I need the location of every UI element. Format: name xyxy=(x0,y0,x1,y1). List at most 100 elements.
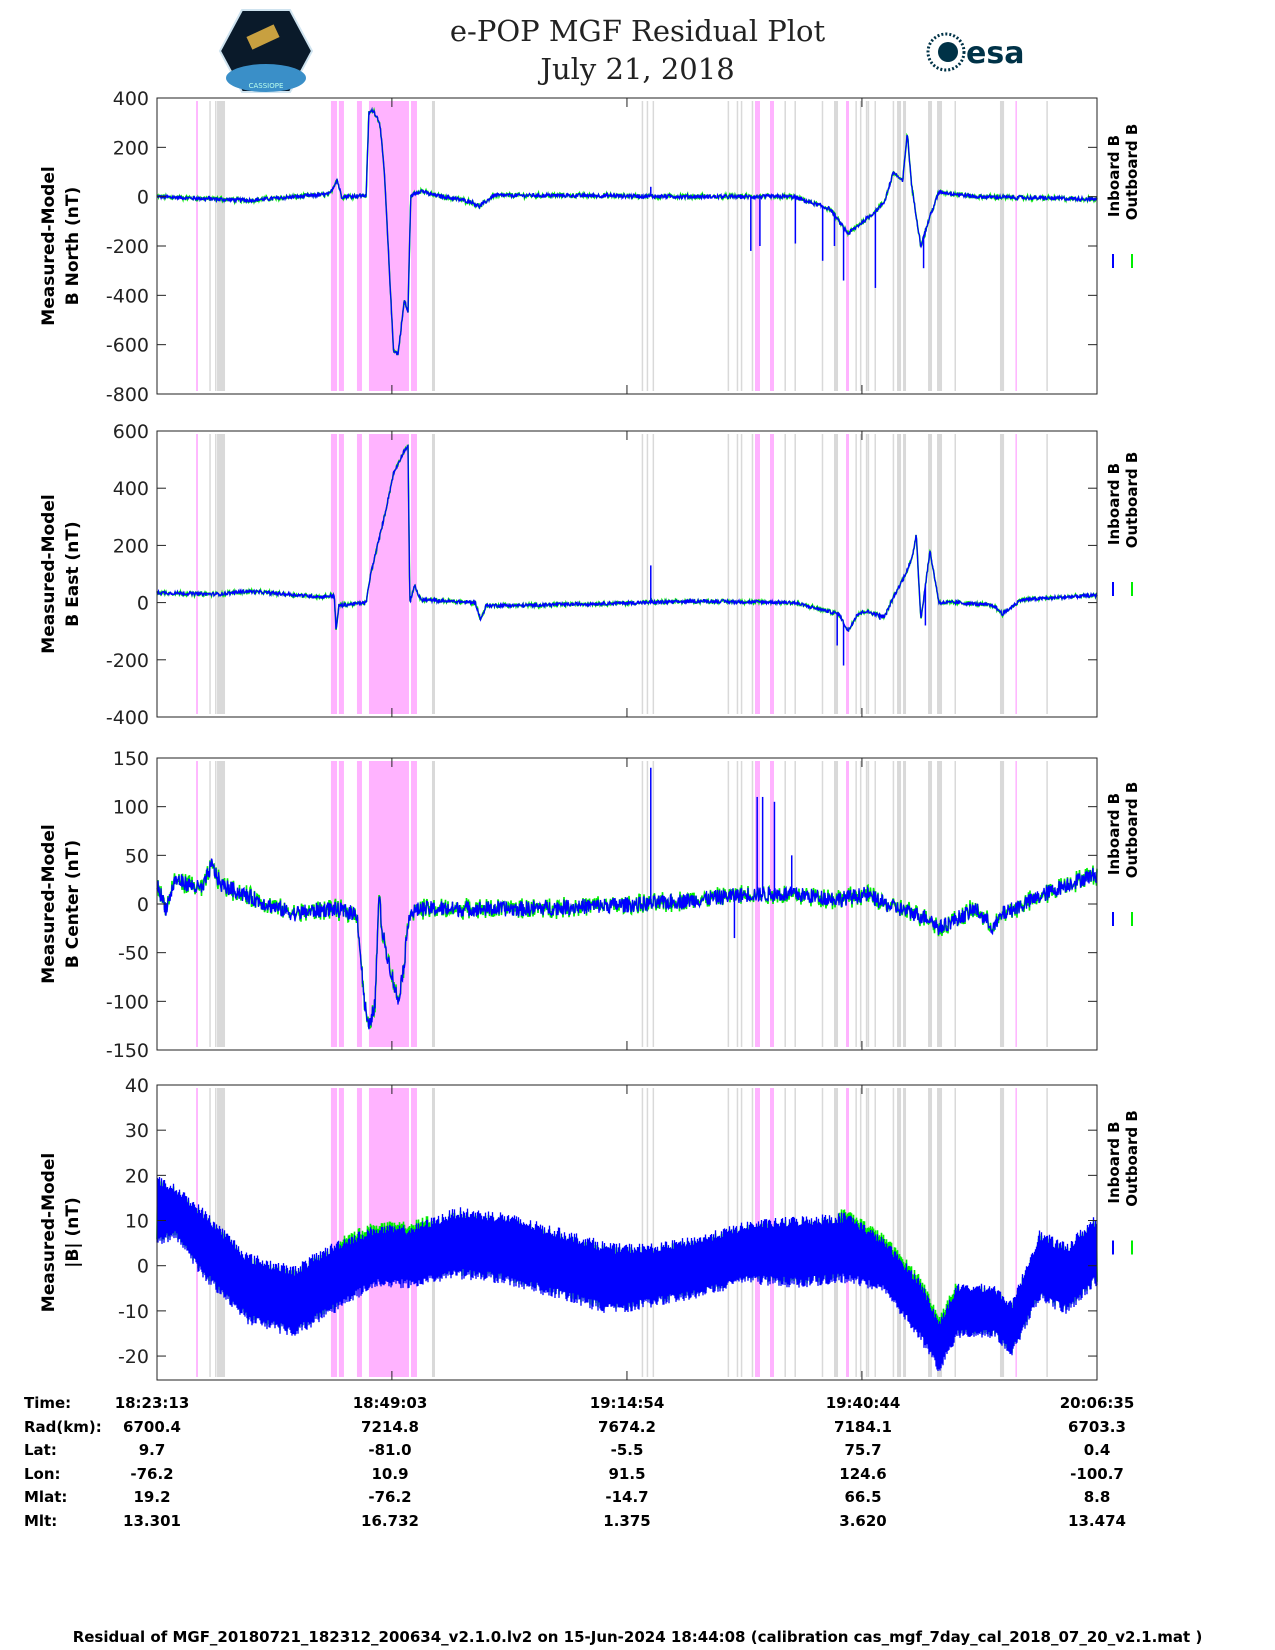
pink-flag-band xyxy=(338,434,344,714)
grey-flag-band xyxy=(859,101,862,391)
table-row-label: Lon: xyxy=(24,1465,61,1483)
grey-flag-band xyxy=(641,1088,644,1377)
table-cell: 6700.4 xyxy=(123,1418,181,1436)
y-tick-label: -400 xyxy=(106,707,149,729)
grey-flag-band xyxy=(867,101,870,391)
pink-flag-band xyxy=(754,761,760,1047)
table-cell: 19.2 xyxy=(133,1488,171,1506)
pink-flag-band xyxy=(330,101,338,391)
y-tick-label: 10 xyxy=(125,1211,149,1233)
y-tick-label: -100 xyxy=(106,991,149,1013)
grey-flag-band xyxy=(928,434,933,714)
grey-flag-band xyxy=(794,101,796,391)
legend-outboard-label: Outboard B xyxy=(1123,782,1141,879)
grey-flag-band xyxy=(736,1088,739,1377)
table-cell: 3.620 xyxy=(839,1512,887,1530)
pink-flag-band xyxy=(410,434,417,714)
table-cell: -5.5 xyxy=(610,1441,644,1459)
pink-flag-band xyxy=(196,434,198,714)
y-tick-label: 200 xyxy=(113,535,149,557)
grey-flag-band xyxy=(834,434,839,714)
grey-flag-band xyxy=(867,434,870,714)
grey-flag-band xyxy=(892,761,895,1047)
time-tick-label: 18:49:03 xyxy=(352,1394,428,1412)
y-tick-label: -20 xyxy=(118,1346,149,1368)
grey-flag-band xyxy=(999,434,1005,714)
table-cell: 13.301 xyxy=(123,1512,181,1530)
inboard-b-line xyxy=(156,1176,1098,1372)
pink-flag-band xyxy=(754,101,760,391)
legend-inboard-label: Inboard B xyxy=(1105,135,1123,217)
grey-flag-band xyxy=(1046,434,1048,714)
grey-flag-band xyxy=(740,761,743,1047)
y-tick-label: 20 xyxy=(125,1165,149,1187)
grey-flag-band xyxy=(784,761,786,1047)
table-cell: 16.732 xyxy=(361,1512,419,1530)
grey-flag-band xyxy=(431,434,435,714)
grey-flag-band xyxy=(928,101,933,391)
y-axis-label: Measured-Model xyxy=(39,494,59,653)
chart-subtitle-date: July 21, 2018 xyxy=(540,52,735,86)
grey-flag-band xyxy=(209,101,211,391)
y-axis-label: Measured-Model xyxy=(39,166,59,325)
grey-flag-band xyxy=(954,1088,957,1377)
grey-flag-band xyxy=(736,761,739,1047)
grey-flag-band xyxy=(794,761,796,1047)
table-cell: -76.2 xyxy=(130,1465,174,1483)
grey-flag-band xyxy=(999,761,1005,1047)
grey-flag-band xyxy=(903,1088,907,1377)
legend-inboard-label: Inboard B xyxy=(1105,793,1123,875)
grey-flag-band xyxy=(954,761,957,1047)
y-axis-label: B East (nT) xyxy=(63,521,83,626)
grey-flag-band xyxy=(209,761,211,1047)
grey-flag-band xyxy=(215,434,217,714)
table-cell: -76.2 xyxy=(368,1488,412,1506)
table-row-label: Mlt: xyxy=(24,1512,58,1530)
grey-flag-band xyxy=(794,434,796,714)
y-axis-label: B North (nT) xyxy=(63,187,83,306)
legend-inboard-label: Inboard B xyxy=(1105,1121,1123,1203)
grey-flag-band xyxy=(897,1088,902,1377)
grey-flag-band xyxy=(431,101,435,391)
grey-flag-band xyxy=(865,761,868,1047)
grey-flag-band xyxy=(751,434,754,714)
y-axis-label: |B| (nT) xyxy=(63,1197,83,1268)
grey-flag-band xyxy=(740,101,743,391)
grey-flag-band xyxy=(784,101,786,391)
grey-flag-band xyxy=(751,101,754,391)
grey-flag-band xyxy=(999,1088,1005,1377)
table-cell: 7184.1 xyxy=(834,1418,892,1436)
table-cell: 1.375 xyxy=(603,1512,651,1530)
y-axis-label: Measured-Model xyxy=(39,824,59,983)
pink-flag-band xyxy=(356,761,362,1047)
pink-flag-band xyxy=(196,761,198,1047)
pink-flag-band xyxy=(846,101,850,391)
legend-outboard-label: Outboard B xyxy=(1123,1110,1141,1207)
y-tick-label: -600 xyxy=(106,335,149,357)
grey-flag-band xyxy=(1046,101,1048,391)
grey-flag-band xyxy=(999,101,1005,391)
grey-flag-band xyxy=(217,761,226,1047)
pink-flag-band xyxy=(330,434,338,714)
grey-flag-band xyxy=(937,1088,943,1377)
grey-flag-band xyxy=(903,761,907,1047)
table-row-label: Lat: xyxy=(24,1441,57,1459)
table-row-label: Time: xyxy=(24,1394,72,1412)
y-tick-label: 400 xyxy=(113,88,149,110)
grey-flag-band xyxy=(641,761,644,1047)
y-tick-label: -400 xyxy=(106,285,149,307)
grey-flag-band xyxy=(867,761,870,1047)
cassiope-logo-text: CASSIOPE xyxy=(249,82,284,90)
pink-flag-band xyxy=(330,761,338,1047)
grey-flag-band xyxy=(897,101,902,391)
grey-flag-band xyxy=(652,1088,655,1377)
grey-flag-band xyxy=(892,1088,895,1377)
pink-flag-band xyxy=(1015,101,1017,391)
time-tick-label: 18:23:13 xyxy=(114,1394,190,1412)
grey-flag-band xyxy=(1046,761,1048,1047)
grey-flag-band xyxy=(954,101,957,391)
grey-flag-band xyxy=(1046,1088,1048,1377)
y-axis-label: Measured-Model xyxy=(39,1153,59,1312)
